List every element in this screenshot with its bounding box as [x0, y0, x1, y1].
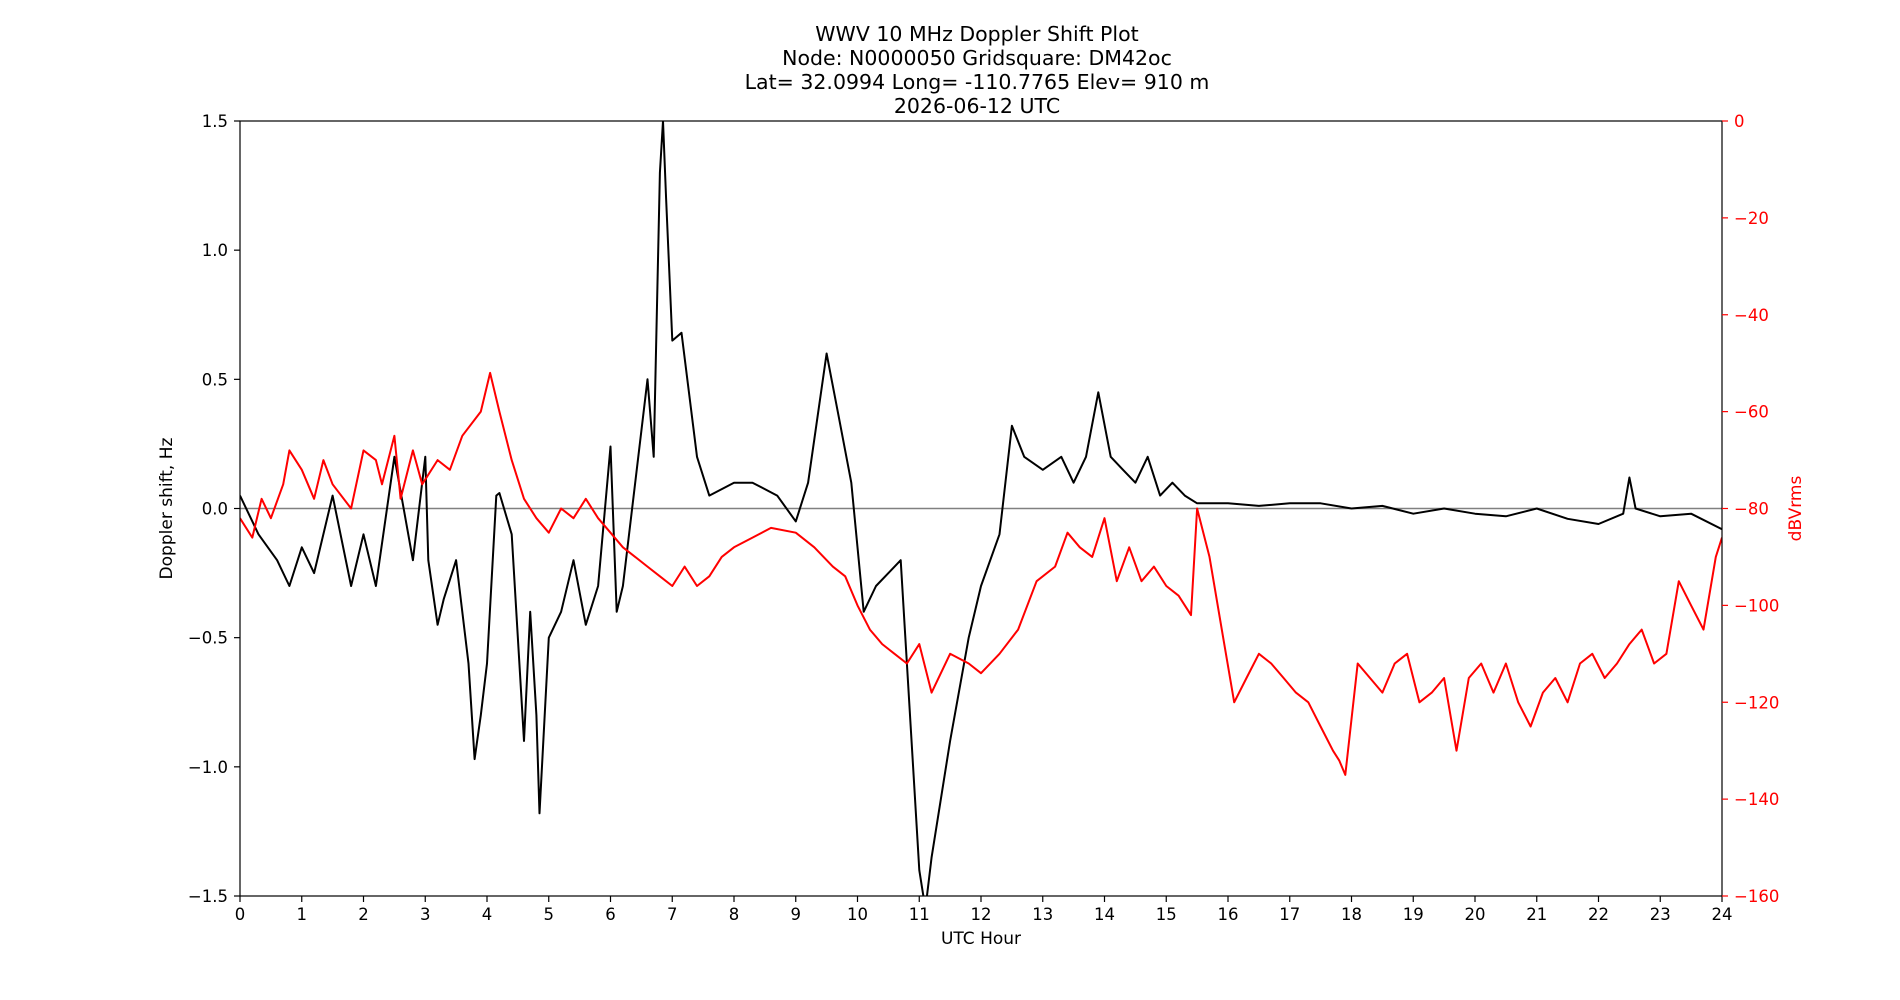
x-tick-label: 0	[235, 905, 246, 924]
x-tick-label: 6	[605, 905, 616, 924]
x-tick-label: 1	[297, 905, 308, 924]
x-tick-label: 7	[667, 905, 678, 924]
y-left-tick-label: 1.5	[202, 112, 228, 131]
y-left-tick-label: 0.5	[202, 370, 228, 389]
x-tick-label: 19	[1403, 905, 1424, 924]
x-tick-label: 10	[847, 905, 868, 924]
x-tick-label: 2	[358, 905, 369, 924]
y-axis-right: 0 −20 −40 −60 −80 −100 −120 −140 −160	[1722, 112, 1779, 906]
x-tick-label: 18	[1341, 905, 1362, 924]
x-tick-label: 24	[1712, 905, 1733, 924]
y-left-tick-label: −1.0	[188, 758, 228, 777]
x-tick-label: 14	[1094, 905, 1115, 924]
y-right-tick-label: −140	[1734, 790, 1779, 809]
x-tick-label: 4	[482, 905, 493, 924]
chart-title: WWV 10 MHz Doppler Shift Plot Node: N000…	[745, 22, 1210, 118]
y-left-tick-label: 0.0	[202, 500, 228, 519]
y-left-tick-label: −1.5	[188, 887, 228, 906]
x-tick-label: 3	[420, 905, 431, 924]
x-tick-label: 11	[909, 905, 930, 924]
series-power-line	[240, 371, 1722, 776]
series-doppler-line	[240, 121, 1722, 896]
y-axis-right-label: dBVrms	[1786, 476, 1806, 542]
x-axis-label: UTC Hour	[941, 929, 1021, 949]
y-right-tick-label: −100	[1734, 596, 1779, 615]
title-line-2: Node: N0000050 Gridsquare: DM42oc	[782, 46, 1172, 70]
title-line-3: Lat= 32.0994 Long= -110.7765 Elev= 910 m	[745, 70, 1210, 94]
y-right-tick-label: −80	[1734, 500, 1769, 519]
y-axis-left-label: Doppler shift, Hz	[157, 437, 177, 579]
x-tick-label: 22	[1588, 905, 1609, 924]
x-axis: 0 1 2 3 4 5 6 7 8 9 10 11 12 13 14 15 16 17 18 19 20 21 22 23 24	[235, 896, 1733, 924]
x-tick-label: 15	[1156, 905, 1177, 924]
title-line-4: 2026-06-12 UTC	[894, 94, 1060, 118]
y-right-tick-label: −40	[1734, 306, 1769, 325]
x-tick-label: 9	[791, 905, 802, 924]
x-tick-label: 23	[1650, 905, 1671, 924]
series-layer	[240, 121, 1722, 896]
x-tick-label: 12	[971, 905, 992, 924]
y-left-tick-label: −0.5	[188, 629, 228, 648]
x-tick-label: 21	[1526, 905, 1547, 924]
y-right-tick-label: −60	[1734, 403, 1769, 422]
y-right-tick-label: 0	[1734, 112, 1745, 131]
y-axis-left: 1.5 1.0 0.5 0.0 −0.5 −1.0 −1.5	[188, 112, 240, 906]
title-line-1: WWV 10 MHz Doppler Shift Plot	[815, 22, 1138, 46]
y-left-tick-label: 1.0	[202, 241, 228, 260]
y-right-tick-label: −120	[1734, 693, 1779, 712]
x-tick-label: 17	[1279, 905, 1300, 924]
x-tick-label: 13	[1032, 905, 1053, 924]
y-right-tick-label: −20	[1734, 209, 1769, 228]
x-tick-label: 16	[1218, 905, 1239, 924]
x-tick-label: 8	[729, 905, 740, 924]
x-tick-label: 20	[1465, 905, 1486, 924]
y-right-tick-label: −160	[1734, 887, 1779, 906]
x-tick-label: 5	[544, 905, 555, 924]
